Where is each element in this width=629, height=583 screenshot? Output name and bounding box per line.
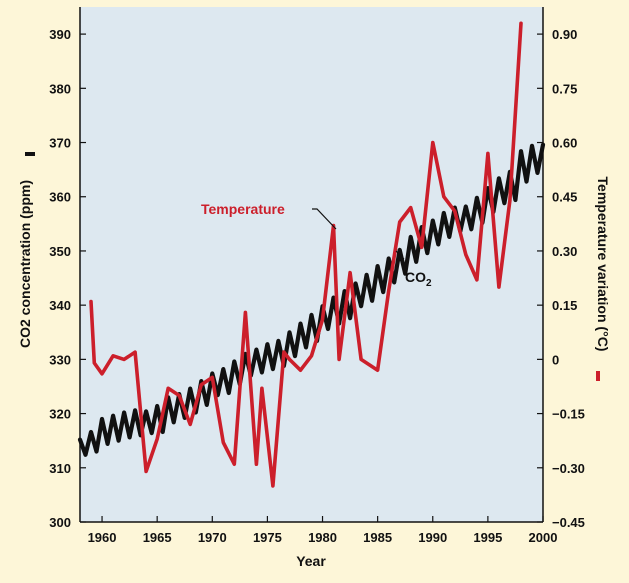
y-left-tick-label-350: 350	[49, 244, 71, 259]
y-left-tick-label-330: 330	[49, 352, 71, 367]
y-left-tick-label-360: 360	[49, 190, 71, 205]
y-right-tick-label-2: −0.15	[552, 407, 585, 422]
co2-annotation-sub: 2	[426, 278, 432, 289]
temperature-series-line	[89, 21, 523, 488]
y-right-tick-label-7: 0.60	[552, 136, 577, 151]
y-right-tick-label-5: 0.30	[552, 244, 577, 259]
y-right-tick-label-1: −0.30	[552, 461, 585, 476]
co2-annotation-main: CO	[405, 269, 426, 285]
y-right-tick-label-3: 0	[552, 352, 559, 367]
x-tick-label-1960: 1960	[88, 530, 117, 545]
y-left-tick-label-310: 310	[49, 461, 71, 476]
x-tick-label-1985: 1985	[363, 530, 392, 545]
y-axis-title-left: CO2 concentration (ppm)	[17, 180, 33, 348]
y-left-tick-label-340: 340	[49, 298, 71, 313]
y-left-tick-label-320: 320	[49, 407, 71, 422]
y-left-tick-label-390: 390	[49, 27, 71, 42]
x-tick-label-2000: 2000	[529, 530, 558, 545]
x-tick-label-1970: 1970	[198, 530, 227, 545]
x-tick-label-1995: 1995	[473, 530, 502, 545]
x-tick-label-1965: 1965	[143, 530, 172, 545]
y-right-tick-label-8: 0.75	[552, 81, 577, 96]
y-axis-title-right: Temperature variation (°C)	[595, 177, 611, 352]
temperature-annotation-leader	[312, 208, 337, 230]
y-axis-title-right-text: Temperature variation (°C)	[595, 177, 611, 352]
series-layer	[77, 21, 546, 488]
co2-series-line	[77, 142, 546, 457]
x-axis-title: Year	[296, 553, 326, 569]
x-tick-label-1975: 1975	[253, 530, 282, 545]
temperature-legend-swatch	[596, 371, 600, 381]
y-right-tick-label-0: −0.45	[552, 515, 585, 530]
temperature-annotation: Temperature	[201, 201, 285, 217]
y-right-tick-label-9: 0.90	[552, 27, 577, 42]
co2-legend-swatch	[25, 152, 35, 156]
x-tick-label-1990: 1990	[418, 530, 447, 545]
y-left-tick-label-370: 370	[49, 136, 71, 151]
plot-area	[80, 7, 543, 522]
co2-annotation: CO2	[405, 269, 432, 289]
x-tick-label-1980: 1980	[308, 530, 337, 545]
y-left-tick-label-300: 300	[49, 515, 71, 530]
y-right-tick-label-4: 0.15	[552, 298, 577, 313]
y-right-tick-label-6: 0.45	[552, 190, 577, 205]
co2-annotation-leader	[395, 250, 405, 260]
y-axis-title-left-text: CO2 concentration (ppm)	[17, 180, 33, 348]
tick-layer: 1960 1965 1970 1975 1980 1985 1990 1995 2000 300 3…	[49, 27, 585, 545]
y-left-tick-label-380: 380	[49, 81, 71, 96]
